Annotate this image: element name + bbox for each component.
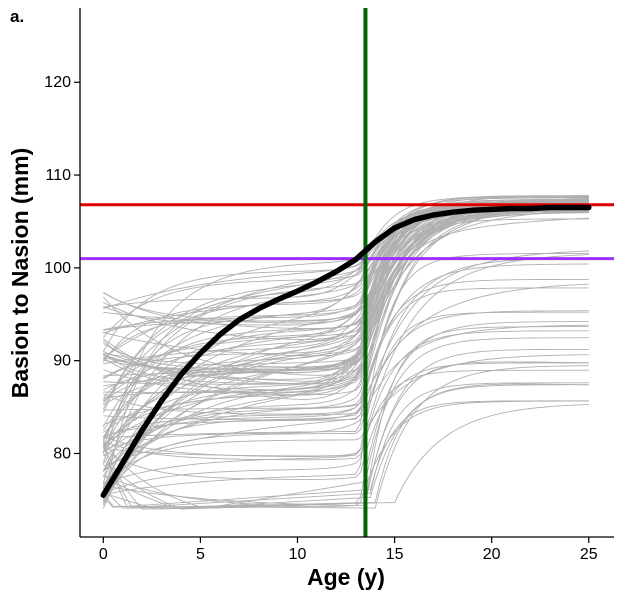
individual-curve <box>103 330 589 495</box>
x-tick-label: 5 <box>196 546 205 563</box>
individual-curve <box>103 254 589 457</box>
individual-curve <box>103 218 589 439</box>
y-tick-label: 80 <box>53 445 71 462</box>
individual-curve <box>102 337 589 509</box>
individual-curve <box>102 287 589 489</box>
individual-curve <box>103 361 589 510</box>
y-tick-label: 110 <box>45 167 71 184</box>
individual-curve <box>102 202 589 509</box>
individual-curve <box>103 210 589 400</box>
individual-curve <box>102 198 589 363</box>
individual-curve <box>103 210 589 399</box>
individual-curve <box>102 404 589 509</box>
individual-curve <box>102 354 589 488</box>
x-tick-label: 25 <box>580 546 598 563</box>
x-tick-label: 15 <box>386 546 404 563</box>
mean-curve-group <box>100 204 592 498</box>
x-tick-label: 20 <box>483 546 501 563</box>
individual-curve <box>102 283 589 476</box>
individual-curve <box>102 384 589 509</box>
individual-curve <box>103 252 589 496</box>
individual-curve <box>102 211 589 405</box>
individual-curve <box>103 383 589 509</box>
individual-curve <box>102 197 589 453</box>
axes <box>79 8 614 538</box>
individual-curve <box>103 199 589 359</box>
panel-label: a. <box>10 7 24 26</box>
individual-curve <box>102 382 589 509</box>
individual-curve <box>103 203 589 382</box>
reference-lines <box>80 8 614 537</box>
ticks: 0 5 10 15 20 25 80 90 100 110 120 <box>44 74 597 563</box>
individual-curve <box>102 217 589 473</box>
individual-curve <box>103 263 589 437</box>
individual-curve <box>103 324 589 451</box>
mean-curve <box>100 204 592 498</box>
individual-curve <box>102 400 589 508</box>
individual-curve <box>103 311 589 457</box>
individual-curve <box>103 362 589 480</box>
y-axis-title: Basion to Nasion (mm) <box>7 148 33 398</box>
x-axis-title: Age (y) <box>307 564 385 590</box>
individual-curve <box>102 365 589 509</box>
individual-curve <box>103 369 589 461</box>
x-tick-label: 10 <box>289 546 307 563</box>
y-tick-label: 120 <box>44 74 71 91</box>
individual-curve <box>103 278 589 438</box>
individual-curve <box>103 200 589 406</box>
individual-curve <box>102 209 589 484</box>
individual-curve <box>103 202 589 385</box>
y-tick-label: 100 <box>44 260 71 277</box>
individual-curve <box>103 207 589 331</box>
individual-curve <box>102 204 589 506</box>
x-tick-label: 0 <box>99 546 108 563</box>
individual-curve <box>102 348 589 510</box>
individual-curve <box>102 195 589 471</box>
y-tick-label: 90 <box>53 353 71 370</box>
individual-curve <box>103 257 589 485</box>
individual-curves <box>102 195 589 510</box>
